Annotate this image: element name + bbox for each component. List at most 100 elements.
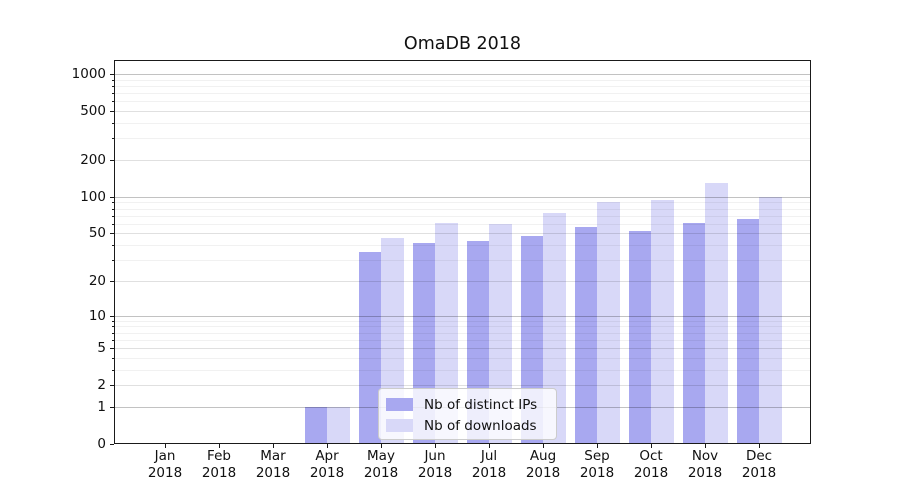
y-axis-tick-label: 20 [88, 272, 106, 289]
y-axis-minor-tick [112, 215, 114, 217]
x-axis-tick-year: 2018 [525, 465, 561, 481]
x-axis-tick-label: Feb 2018 [191, 448, 247, 482]
bar-downloads-nov [705, 182, 728, 444]
y-axis-tick-label: 10 [88, 307, 106, 324]
y-axis-tick-label: 200 [80, 151, 106, 168]
x-axis-tick-year: 2018 [579, 465, 615, 481]
x-axis-tick [273, 444, 274, 448]
legend-label-distinct-ips: Nb of distinct IPs [424, 396, 538, 413]
y-axis-minor-tick [112, 260, 114, 262]
x-axis-tick-year: 2018 [741, 465, 777, 481]
y-gridline-minor [114, 85, 811, 87]
x-axis-tick [597, 444, 598, 448]
y-axis-tick [110, 111, 114, 113]
y-gridline [114, 159, 811, 161]
x-axis-tick-year: 2018 [633, 465, 669, 481]
x-axis-tick [489, 444, 490, 448]
y-gridline-minor [114, 357, 811, 359]
x-axis-tick-label: Sep 2018 [569, 448, 625, 482]
x-axis-tick-label: Jan 2018 [137, 448, 193, 482]
y-axis-tick-label: 5 [97, 340, 106, 357]
x-axis-tick-year: 2018 [363, 465, 399, 481]
y-gridline-minor [114, 326, 811, 328]
y-gridline [114, 111, 811, 113]
y-gridline-minor [114, 223, 811, 225]
y-gridline-minor [114, 245, 811, 247]
y-axis-minor-tick [112, 79, 114, 81]
x-axis-tick-label: Mar 2018 [245, 448, 301, 482]
y-axis-minor-tick [112, 332, 114, 334]
y-gridline [114, 73, 811, 75]
y-axis-tick [110, 73, 114, 75]
y-gridline-minor [114, 208, 811, 210]
legend-swatch-downloads-icon [386, 419, 413, 432]
bar-distinct-ips-nov [682, 222, 705, 444]
x-axis-tick-year: 2018 [255, 465, 291, 481]
y-axis-minor-tick [112, 202, 114, 204]
bar-distinct-ips-dec [736, 218, 759, 444]
y-axis-tick [110, 159, 114, 161]
y-gridline-minor [114, 93, 811, 95]
bar-distinct-ips-may [358, 252, 381, 444]
y-gridline-minor [114, 260, 811, 262]
bar-downloads-dec [759, 196, 782, 444]
y-axis-minor-tick [112, 245, 114, 247]
legend-item-distinct-ips: Nb of distinct IPs [386, 394, 556, 415]
bar-distinct-ips-oct [628, 231, 651, 444]
y-axis-minor-tick [112, 122, 114, 124]
y-axis-minor-tick [112, 357, 114, 359]
y-gridline-minor [114, 122, 811, 124]
bar-downloads-sep [597, 202, 620, 444]
y-gridline [114, 196, 811, 198]
y-gridline [114, 348, 811, 350]
x-axis-tick [435, 444, 436, 448]
y-axis-tick-label: 100 [80, 188, 106, 205]
x-axis-tick-year: 2018 [309, 465, 345, 481]
y-axis-tick-label: 1000 [71, 65, 106, 82]
x-axis-tick-label: Dec 2018 [731, 448, 787, 482]
x-axis-tick [327, 444, 328, 448]
y-gridline-minor [114, 101, 811, 103]
y-axis-tick-label: 2 [97, 377, 106, 394]
x-axis-tick [759, 444, 760, 448]
y-axis-minor-tick [112, 138, 114, 140]
y-gridline-minor [114, 202, 811, 204]
y-gridline-minor [114, 369, 811, 371]
y-axis-tick-label: 1 [97, 398, 106, 415]
chart-title: OmaDB 2018 [403, 34, 522, 54]
y-axis-tick [110, 406, 114, 408]
x-axis-tick-label: Nov 2018 [677, 448, 733, 482]
y-axis-tick-label: 50 [88, 225, 106, 242]
y-gridline-minor [114, 79, 811, 81]
legend: Nb of distinct IPs Nb of downloads [378, 388, 557, 440]
legend-swatch-distinct-ips-icon [386, 398, 413, 411]
x-axis-tick-year: 2018 [687, 465, 723, 481]
x-axis-tick [219, 444, 220, 448]
x-axis-tick [381, 444, 382, 448]
y-gridline [114, 315, 811, 317]
y-axis-tick [110, 444, 114, 445]
bar-downloads-aug [543, 213, 566, 444]
y-axis-tick [110, 233, 114, 235]
y-gridline-minor [114, 339, 811, 341]
legend-label-downloads: Nb of downloads [424, 417, 537, 434]
bar-distinct-ips-sep [574, 226, 597, 444]
y-gridline [114, 385, 811, 387]
y-axis-minor-tick [112, 223, 114, 225]
y-gridline-minor [114, 332, 811, 334]
y-gridline-minor [114, 320, 811, 322]
y-gridline-minor [114, 215, 811, 217]
x-axis-tick-label: Aug 2018 [515, 448, 571, 482]
bar-downloads-apr [327, 406, 350, 444]
x-axis-tick-label: Jul 2018 [461, 448, 517, 482]
y-gridline [114, 280, 811, 282]
y-axis-tick [110, 280, 114, 282]
x-axis-tick-label: Jun 2018 [407, 448, 463, 482]
x-axis-tick [705, 444, 706, 448]
y-axis-tick-label: 500 [80, 103, 106, 120]
y-axis-minor-tick [112, 339, 114, 341]
x-axis-tick [165, 444, 166, 448]
x-axis-tick [651, 444, 652, 448]
y-axis-minor-tick [112, 369, 114, 371]
